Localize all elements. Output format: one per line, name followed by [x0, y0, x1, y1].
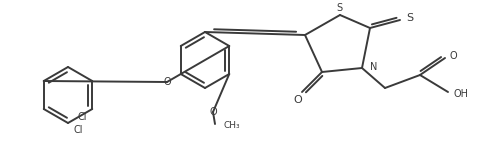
Text: S: S — [406, 13, 413, 23]
Text: O: O — [163, 77, 171, 87]
Text: O: O — [209, 107, 217, 117]
Text: N: N — [370, 62, 377, 72]
Text: OH: OH — [453, 89, 468, 99]
Text: O: O — [294, 95, 302, 105]
Text: Cl: Cl — [78, 112, 87, 122]
Text: CH₃: CH₃ — [223, 122, 240, 131]
Text: O: O — [449, 51, 457, 61]
Text: Cl: Cl — [73, 125, 82, 135]
Text: S: S — [336, 3, 342, 13]
